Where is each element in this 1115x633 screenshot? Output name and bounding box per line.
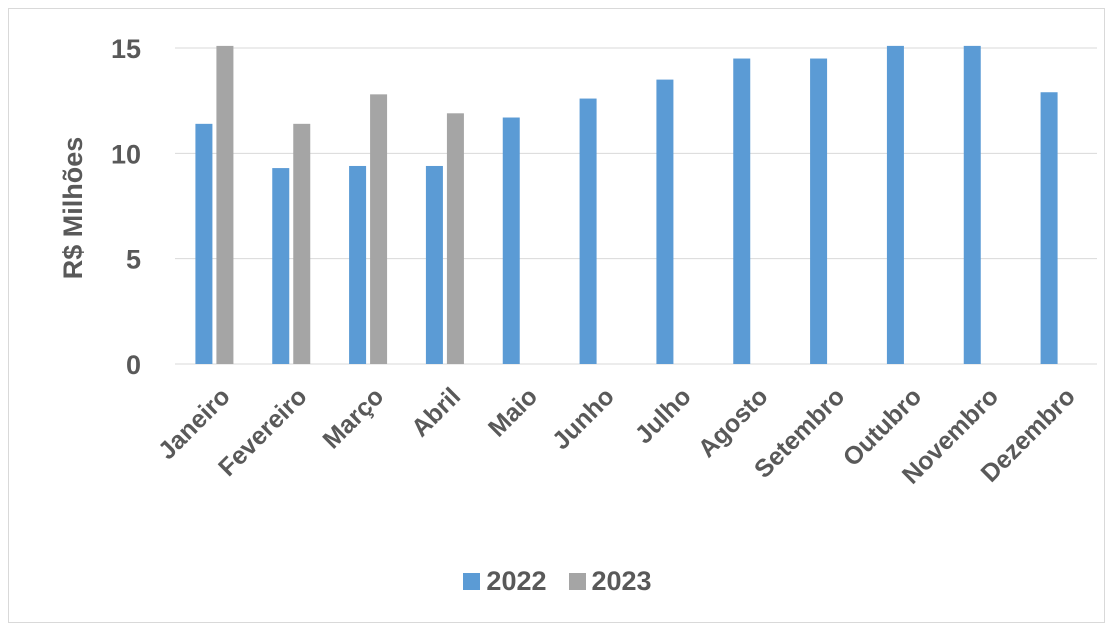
bar-2022-novembro: [963, 45, 981, 364]
y-axis-title: R$ Milhões: [58, 137, 88, 280]
bar-2022-junho: [579, 98, 597, 364]
bar-2022-fevereiro: [272, 168, 290, 364]
bar-2022-maio: [502, 117, 520, 365]
y-tick-label: 5: [126, 245, 141, 275]
bar-2022-janeiro: [195, 123, 213, 364]
y-tick-label: 15: [111, 34, 141, 64]
y-tick-label: 10: [111, 139, 141, 169]
bar-2022-julho: [656, 79, 674, 364]
bar-2023-janeiro: [216, 45, 234, 364]
chart-frame: [8, 8, 1105, 623]
bar-2023-fevereiro: [293, 123, 311, 364]
y-tick-labels: 0 5 10 15: [111, 34, 141, 380]
legend-item-2023: 2023: [568, 566, 652, 597]
bar-2022-dezembro: [1040, 92, 1058, 365]
bar-2022-abril: [425, 165, 443, 364]
legend-item-2022: 2022: [463, 566, 547, 597]
x-category-label: Maio: [483, 382, 543, 442]
x-category-label: Abril: [406, 382, 466, 442]
y-tick-label: 0: [126, 350, 141, 380]
bar-2022-março: [349, 165, 367, 364]
x-category-label: Junho: [547, 382, 620, 455]
x-category-label: Julho: [630, 382, 697, 449]
bar-2022-outubro: [886, 45, 904, 364]
bar-2022-agosto: [733, 58, 751, 365]
x-category-label: Março: [317, 382, 389, 454]
legend-swatch-2023: [568, 573, 586, 590]
bar-2022-setembro: [810, 58, 828, 365]
legend-label-2023: 2023: [591, 566, 652, 596]
legend: 2022 2023: [0, 566, 1115, 597]
bars: [195, 45, 1058, 365]
legend-label-2022: 2022: [486, 566, 547, 596]
bar-2023-abril: [446, 113, 464, 364]
bar-2023-março: [370, 94, 388, 364]
gridlines: [175, 47, 1097, 365]
legend-swatch-2022: [463, 573, 481, 590]
